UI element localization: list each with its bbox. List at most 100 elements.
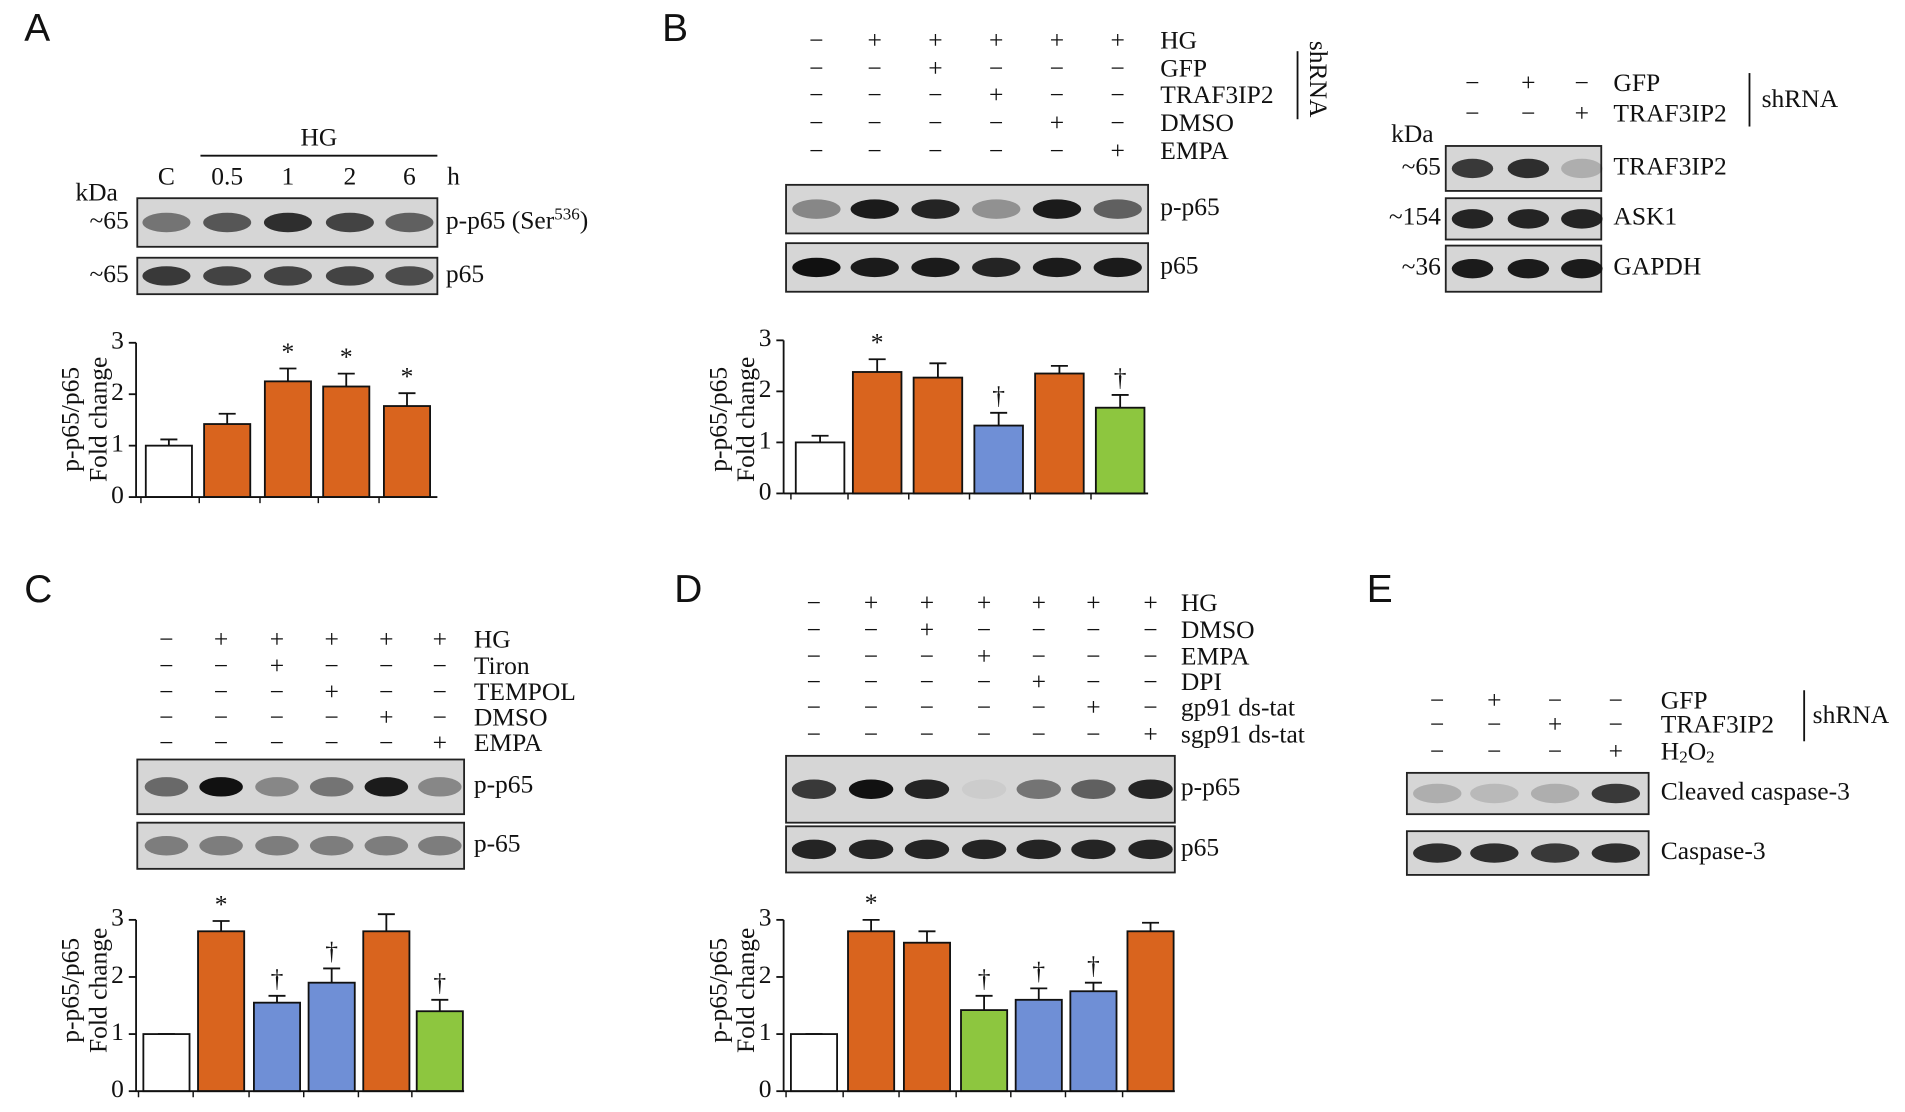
band xyxy=(1591,783,1641,804)
condition-sign: − xyxy=(324,702,338,731)
band xyxy=(255,836,299,856)
condition-sign: + xyxy=(989,26,1003,55)
band xyxy=(255,777,299,797)
condition-sign: − xyxy=(1487,710,1501,739)
y-axis-label: p-p65/p65 xyxy=(56,367,85,472)
band xyxy=(961,779,1007,799)
y-tick-label: 2 xyxy=(111,377,124,406)
condition-sign: − xyxy=(159,651,173,680)
lane-label: C xyxy=(158,162,175,191)
condition-label: Tiron xyxy=(474,651,530,680)
condition-sign: + xyxy=(324,625,338,654)
annotation: † xyxy=(992,381,1005,410)
condition-sign: + xyxy=(379,625,393,654)
condition-sign: + xyxy=(1050,108,1064,137)
condition-sign: − xyxy=(807,588,821,617)
annotation: † xyxy=(1087,951,1100,980)
condition-sign: − xyxy=(807,719,821,748)
band xyxy=(1451,209,1494,229)
band-label: p65 xyxy=(1160,250,1198,279)
condition-sign: − xyxy=(977,615,991,644)
condition-sign: + xyxy=(977,588,991,617)
condition-label: DMSO xyxy=(1181,615,1255,644)
y-tick-label: 2 xyxy=(759,374,772,403)
lane-label: 2 xyxy=(344,162,357,191)
condition-sign: + xyxy=(379,702,393,731)
bar xyxy=(794,441,846,495)
band xyxy=(1032,199,1082,219)
band-label: p65 xyxy=(1181,832,1219,861)
y-axis-label: Fold change xyxy=(84,357,113,482)
condition-sign: − xyxy=(433,702,447,731)
y-axis-label: p-p65/p65 xyxy=(703,938,732,1043)
condition-label: DPI xyxy=(1181,667,1222,696)
condition-label: TEMPOL xyxy=(474,677,576,706)
condition-sign: − xyxy=(868,108,882,137)
band-label: p-p65 xyxy=(1181,772,1241,801)
condition-sign: − xyxy=(920,719,934,748)
band xyxy=(364,777,409,797)
condition-sign: − xyxy=(868,80,882,109)
group-label: HG xyxy=(300,123,337,152)
y-tick-label: 1 xyxy=(759,425,772,454)
condition-sign: − xyxy=(214,651,228,680)
condition-sign: + xyxy=(214,625,228,654)
band xyxy=(385,266,434,286)
condition-label: EMPA xyxy=(1160,136,1229,165)
condition-sign: − xyxy=(324,651,338,680)
condition-sign: − xyxy=(1548,736,1562,765)
bar xyxy=(1069,990,1118,1093)
band xyxy=(792,257,841,278)
condition-sign: − xyxy=(1050,53,1064,82)
condition-sign: − xyxy=(1032,615,1046,644)
band xyxy=(1470,783,1519,804)
condition-label: HG xyxy=(1160,26,1197,55)
band xyxy=(850,257,899,278)
condition-sign: − xyxy=(1032,719,1046,748)
band xyxy=(364,836,409,856)
condition-sign: − xyxy=(433,677,447,706)
bar xyxy=(142,1033,191,1093)
condition-sign: − xyxy=(1430,736,1444,765)
band-label: ASK1 xyxy=(1613,202,1677,231)
band xyxy=(309,777,354,797)
condition-sign: + xyxy=(989,80,1003,109)
condition-sign: − xyxy=(928,136,942,165)
band-label: TRAF3IP2 xyxy=(1613,151,1726,180)
bar xyxy=(851,371,903,495)
band xyxy=(142,266,191,286)
condition-label: TRAF3IP2 xyxy=(1661,710,1774,739)
band-label: Cleaved caspase-3 xyxy=(1661,776,1850,805)
annotation: * xyxy=(340,342,353,371)
annotation: † xyxy=(1114,363,1127,392)
condition-sign: − xyxy=(379,728,393,757)
condition-sign: − xyxy=(1609,710,1623,739)
band xyxy=(1507,158,1550,179)
y-tick-label: 3 xyxy=(111,903,124,932)
band xyxy=(1128,839,1173,860)
condition-sign: − xyxy=(214,677,228,706)
bar xyxy=(197,930,246,1093)
condition-sign: + xyxy=(270,625,284,654)
condition-sign: − xyxy=(1430,710,1444,739)
label-part: 2 xyxy=(1679,747,1688,766)
panel-letter: A xyxy=(24,7,50,50)
condition-sign: − xyxy=(1143,693,1157,722)
condition-sign: − xyxy=(379,651,393,680)
band xyxy=(1032,257,1082,278)
band xyxy=(1451,158,1494,179)
annotation: * xyxy=(865,888,878,917)
condition-sign: + xyxy=(433,728,447,757)
condition-label: HG xyxy=(1181,588,1218,617)
band xyxy=(1071,779,1116,799)
condition-sign: − xyxy=(864,719,878,748)
condition-sign: − xyxy=(159,677,173,706)
unit-label: h xyxy=(447,162,460,191)
bracket-label: shRNA xyxy=(1762,84,1839,113)
condition-sign: + xyxy=(1111,136,1125,165)
label-part: p-p65 (Ser xyxy=(446,205,555,234)
annotation: † xyxy=(325,937,338,966)
blot-strip xyxy=(785,183,1150,235)
y-axis-label: Fold change xyxy=(84,928,113,1053)
band xyxy=(1507,258,1550,279)
